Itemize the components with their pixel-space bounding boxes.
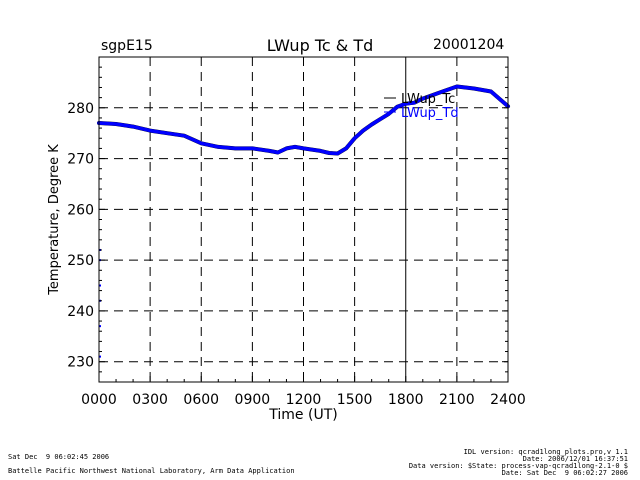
x-axis-ticks: 0000 0300 0600 0900 1200 1500 1800 2100 2400 bbox=[81, 376, 526, 408]
x-tick-label: 0900 bbox=[235, 392, 271, 408]
footer-run-date: Sat Dec 9 06:02:45 2006 bbox=[8, 453, 110, 461]
chart-title: LWup Tc & Td bbox=[266, 36, 374, 55]
legend-label: LWup_Td bbox=[401, 106, 459, 121]
y-tick-label: 250 bbox=[67, 253, 94, 269]
site-label: sgpE15 bbox=[101, 38, 153, 54]
y-axis-ticks: 230 240 250 260 270 280 bbox=[67, 66, 508, 383]
date-label: 20001204 bbox=[433, 37, 505, 53]
y-axis-label: Temperature, Degree K bbox=[47, 144, 62, 296]
footer-credit: Battelle Pacific Northwest National Labo… bbox=[8, 467, 295, 475]
y-tick-label: 260 bbox=[67, 202, 94, 218]
footer-data-version: Data version: $State: process-vap-qcrad1… bbox=[408, 462, 628, 470]
y-tick-label: 280 bbox=[67, 101, 94, 117]
x-tick-label: 0300 bbox=[132, 392, 168, 408]
td-scatter-point bbox=[99, 355, 101, 358]
y-tick-label: 270 bbox=[67, 152, 94, 168]
td-scatter-point bbox=[99, 325, 101, 328]
x-tick-label: 0000 bbox=[81, 392, 117, 408]
series-line-lwup-td bbox=[97, 84, 510, 156]
x-tick-label: 2100 bbox=[439, 392, 475, 408]
footer-data-date: Date: Sat Dec 9 06:02:27 2006 bbox=[501, 469, 628, 477]
footer-script-date: Date: 2006/12/01 16:37:51 bbox=[522, 455, 628, 463]
y-tick-label: 230 bbox=[67, 355, 94, 371]
grid-lines bbox=[99, 57, 508, 382]
legend-label: LWup_Tc bbox=[401, 92, 455, 107]
td-scatter-point bbox=[99, 284, 101, 287]
y-tick-label: 240 bbox=[67, 304, 94, 320]
x-tick-label: 1800 bbox=[388, 392, 424, 408]
x-tick-label: 1500 bbox=[337, 392, 373, 408]
x-tick-label: 2400 bbox=[490, 392, 526, 408]
footer-idl-version: IDL version: qcrad1long_plots.pro,v 1.1 bbox=[463, 448, 628, 456]
x-tick-label: 0600 bbox=[183, 392, 219, 408]
x-axis-label: Time (UT) bbox=[268, 407, 337, 423]
x-tick-label: 1200 bbox=[286, 392, 322, 408]
